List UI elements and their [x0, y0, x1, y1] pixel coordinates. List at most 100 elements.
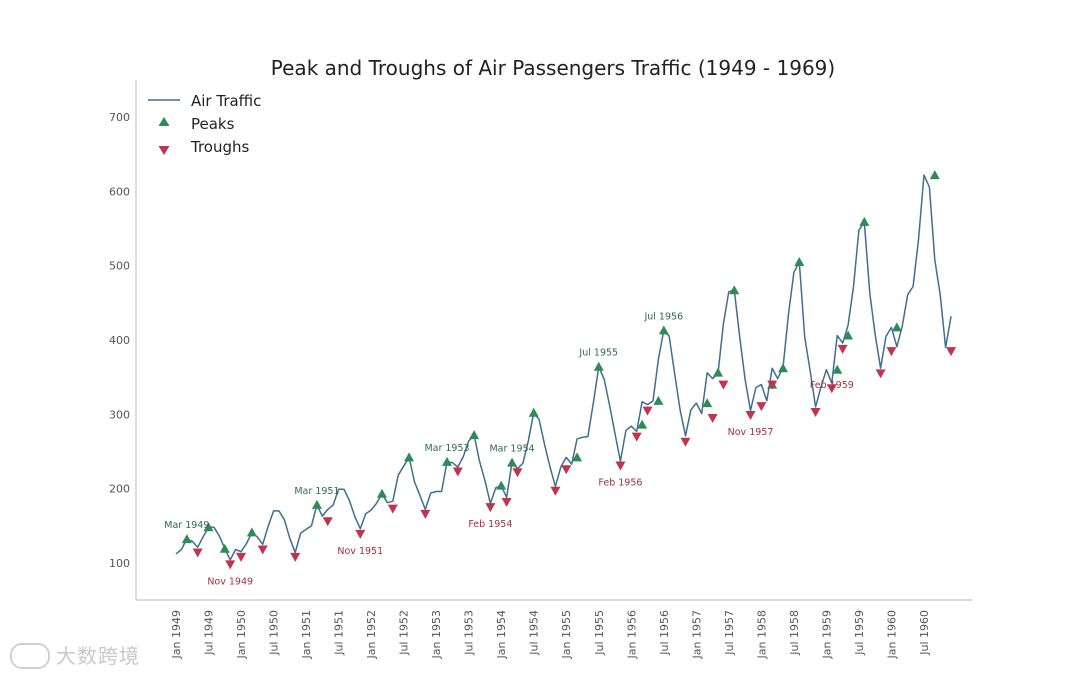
peak-marker — [219, 543, 230, 553]
trough-marker — [680, 437, 691, 447]
trough-marker — [192, 548, 203, 558]
x-tick-label: Jan 1952 — [365, 610, 378, 659]
legend-label-air-traffic: Air Traffic — [191, 92, 261, 110]
trough-marker — [225, 560, 236, 570]
legend-label-peaks: Peaks — [191, 115, 235, 133]
peak-annotation: Mar 1953 — [424, 443, 469, 454]
trough-annotation: Nov 1951 — [337, 546, 383, 557]
x-tick-label: Jul 1949 — [203, 610, 216, 656]
y-tick-label: 300 — [109, 408, 130, 421]
peak-marker — [496, 480, 507, 490]
trough-marker — [642, 406, 653, 416]
trough-marker — [387, 504, 398, 514]
trough-marker — [946, 347, 957, 357]
x-tick-label: Jan 1955 — [560, 610, 573, 659]
watermark-logo-icon — [10, 642, 50, 669]
peak-marker — [832, 364, 843, 374]
series-line-air-traffic — [175, 174, 952, 561]
x-tick-label: Jul 1952 — [398, 610, 411, 656]
trough-annotation: Feb 1954 — [468, 519, 512, 530]
x-tick-label: Jul 1955 — [593, 610, 606, 656]
watermark: 大数跨境 — [10, 640, 140, 671]
x-tick-label: Jan 1959 — [820, 610, 833, 659]
trough-annotation: Nov 1949 — [207, 576, 253, 587]
peak-annotation: Mar 1949 — [164, 520, 209, 531]
peak-marker — [658, 325, 669, 335]
trough-marker — [718, 380, 729, 390]
trough-marker — [837, 344, 848, 354]
trough-marker — [322, 517, 333, 527]
x-tick-label: Jul 1954 — [528, 610, 541, 656]
peak-marker — [843, 330, 854, 340]
trough-marker — [886, 347, 897, 357]
y-tick-label: 700 — [109, 111, 130, 124]
x-tick-label: Jan 1951 — [300, 610, 313, 659]
x-tick-label: Jan 1960 — [885, 610, 898, 659]
trough-marker — [631, 432, 642, 442]
trough-marker — [236, 552, 247, 562]
x-tick-label: Jan 1958 — [755, 610, 768, 659]
trough-marker — [485, 503, 496, 513]
trough-marker — [512, 468, 523, 478]
trough-annotation: Feb 1959 — [810, 380, 854, 391]
trough-marker — [810, 408, 821, 418]
peak-marker — [469, 430, 480, 440]
x-tick-label: Jan 1957 — [690, 610, 703, 659]
x-tick-label: Jul 1957 — [723, 610, 736, 656]
x-tick-label: Jul 1959 — [853, 610, 866, 656]
y-tick-label: 200 — [109, 483, 130, 496]
trough-annotation: Feb 1956 — [598, 478, 642, 489]
x-tick-label: Jul 1951 — [333, 610, 346, 656]
chart-title: Peak and Troughs of Air Passengers Traff… — [271, 56, 835, 80]
peak-marker — [507, 457, 518, 467]
legend-trough-marker — [158, 146, 170, 155]
markers-layer — [181, 170, 957, 570]
peak-marker — [404, 452, 415, 462]
trough-marker — [290, 552, 301, 562]
peak-annotation: Jul 1956 — [643, 311, 683, 322]
trough-marker — [452, 467, 463, 477]
peak-marker — [653, 395, 664, 405]
x-tick-label: Jul 1953 — [463, 610, 476, 656]
trough-marker — [745, 411, 756, 421]
peak-marker — [713, 367, 723, 377]
trough-marker — [826, 384, 837, 394]
x-tick-label: Jan 1949 — [170, 610, 183, 659]
x-tick-label: Jul 1958 — [788, 610, 801, 656]
peak-marker — [181, 534, 192, 544]
peak-marker — [859, 216, 870, 226]
peak-marker — [246, 527, 257, 537]
peak-marker — [528, 407, 539, 417]
peak-marker — [794, 257, 805, 266]
peak-marker — [702, 398, 713, 408]
trough-marker — [767, 380, 778, 390]
x-tick-label: Jan 1954 — [495, 610, 508, 659]
peak-marker — [891, 322, 902, 332]
peak-marker — [729, 285, 740, 295]
trough-marker — [615, 461, 626, 471]
legend: Air Traffic Peaks Troughs — [148, 92, 261, 156]
trough-marker — [550, 486, 561, 496]
peak-marker — [311, 499, 322, 509]
peak-marker — [637, 419, 648, 429]
trough-annotation: Nov 1957 — [728, 427, 774, 438]
peak-marker — [376, 488, 387, 498]
x-tick-label: Jul 1950 — [268, 610, 281, 656]
trough-marker — [561, 465, 572, 475]
trough-marker — [501, 497, 512, 507]
y-tick-label: 400 — [109, 334, 130, 347]
peak-annotation: Mar 1954 — [489, 444, 534, 455]
x-tick-label: Jan 1953 — [430, 610, 443, 659]
peak-marker — [442, 456, 452, 466]
y-tick-label: 500 — [109, 260, 130, 273]
trough-marker — [257, 545, 268, 555]
trough-marker — [875, 369, 886, 379]
legend-peak-marker — [158, 117, 170, 126]
y-tick-label: 600 — [109, 185, 130, 198]
series-layer — [175, 174, 952, 561]
trough-marker — [420, 509, 431, 519]
x-tick-label: Jul 1960 — [918, 610, 931, 656]
trough-marker — [355, 529, 366, 539]
legend-label-troughs: Troughs — [190, 138, 250, 156]
